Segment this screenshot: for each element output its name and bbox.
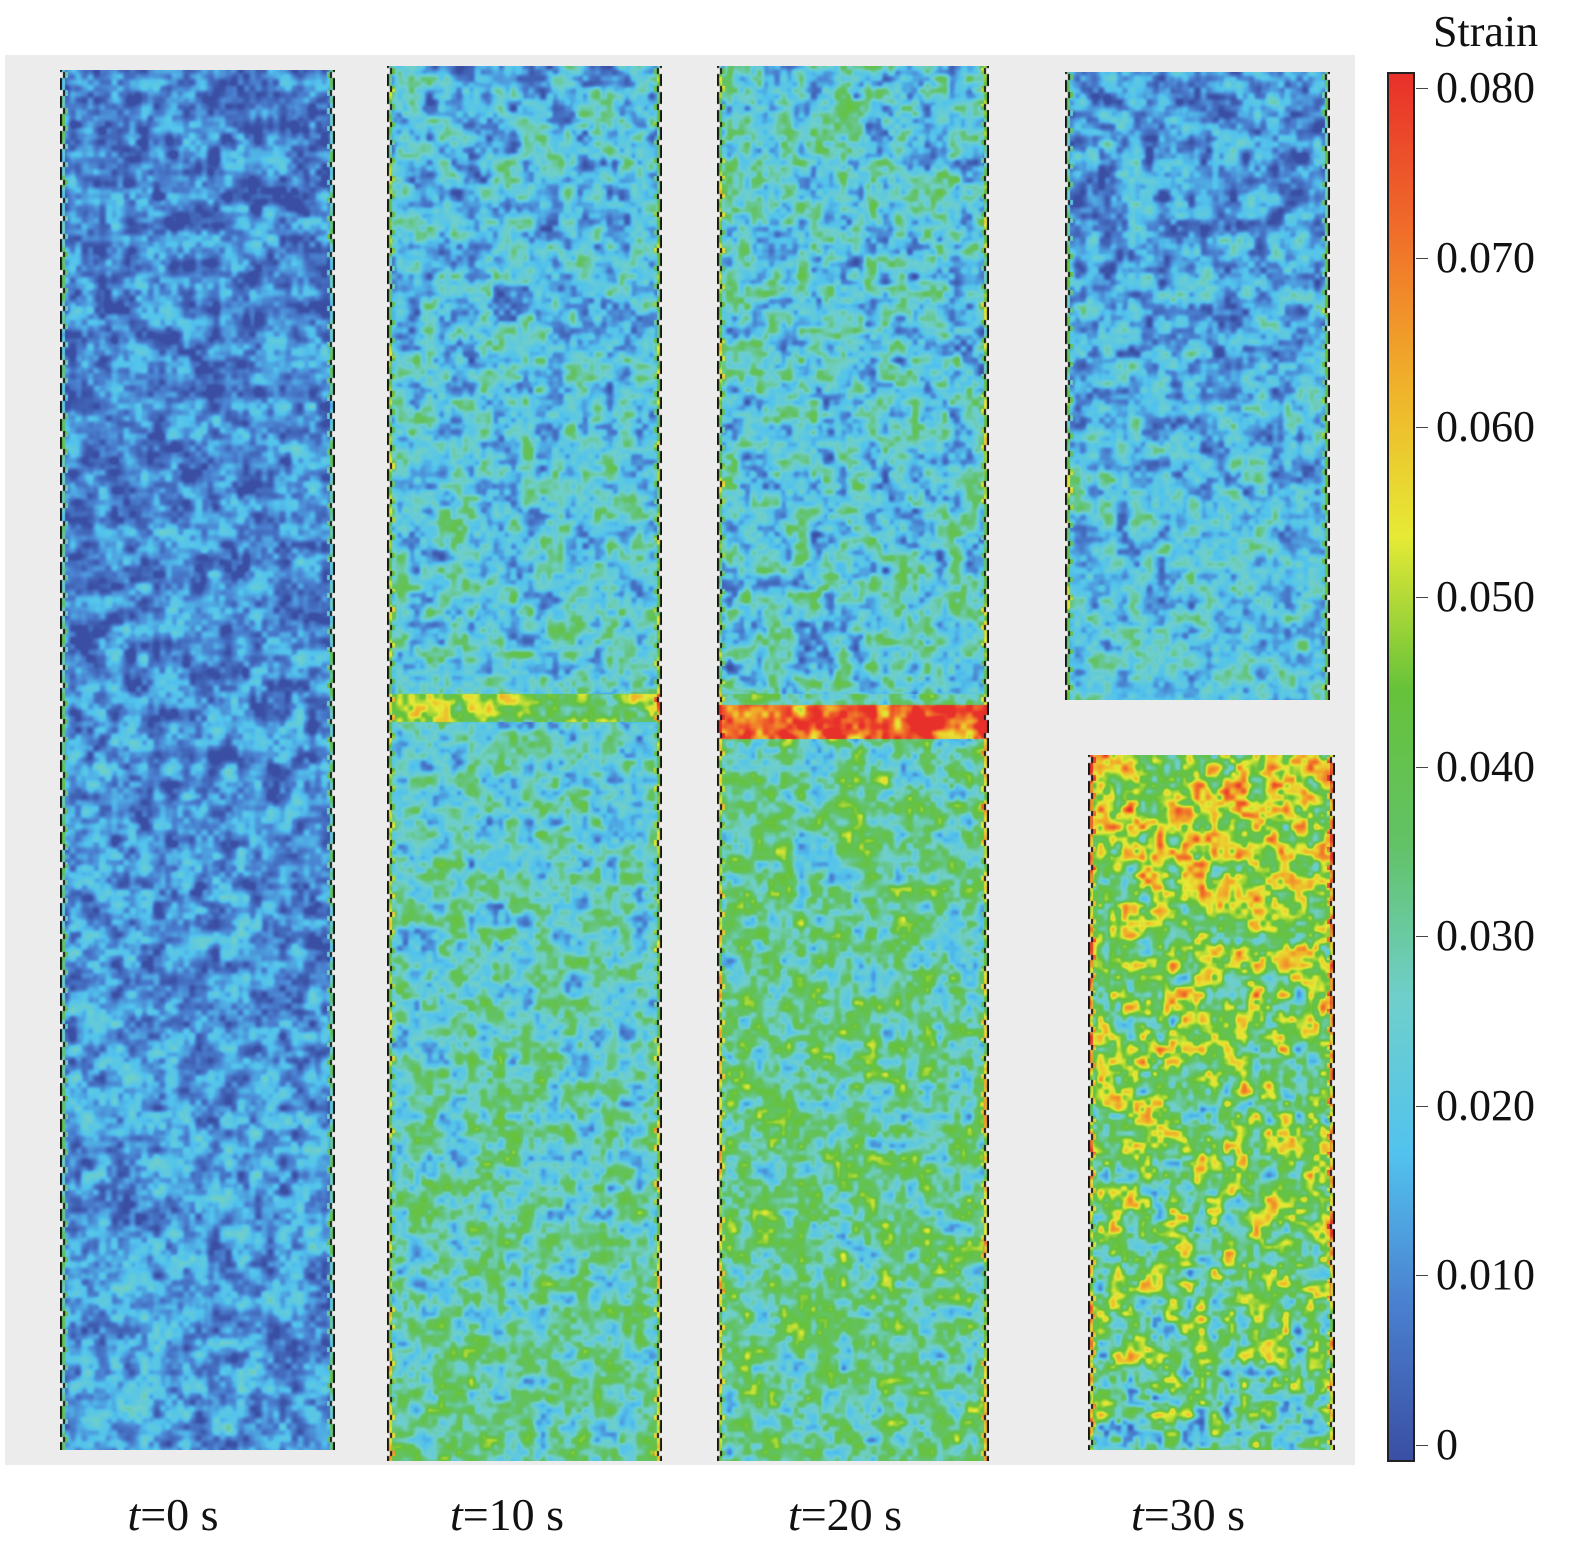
- strain-map-t30-upper: [1065, 72, 1330, 700]
- colorbar-tick-label: 0.020: [1436, 1080, 1535, 1130]
- colorbar-tick: [1416, 936, 1428, 938]
- colorbar-tick: [1416, 766, 1428, 768]
- colorbar-tick-label: 0.010: [1436, 1250, 1535, 1300]
- colorbar-tick-label: 0.080: [1436, 63, 1535, 112]
- panel-label-t30: t=30 s: [1130, 1489, 1246, 1540]
- colorbar-title: Strain: [1433, 7, 1539, 56]
- colorbar-tick: [1416, 88, 1428, 89]
- strain-map-t20: [717, 66, 989, 1461]
- colorbar-tick: [1416, 1105, 1428, 1107]
- colorbar-tick-label: 0.030: [1436, 911, 1535, 961]
- colorbar-tick: [1416, 257, 1428, 259]
- colorbar-tick-label: 0.060: [1436, 402, 1535, 452]
- colorbar-tick-label: 0.070: [1436, 232, 1535, 282]
- strain-map-t10: [387, 66, 662, 1461]
- colorbar-tick: [1416, 427, 1428, 429]
- colorbar-tick: [1416, 596, 1428, 598]
- panel-label-t10: t=10 s: [449, 1489, 565, 1540]
- colorbar-tick-label: 0.050: [1436, 571, 1535, 621]
- strain-map-t0: [60, 70, 335, 1450]
- colorbar: [1387, 72, 1415, 1462]
- colorbar-tick: [1416, 1275, 1428, 1277]
- colorbar-tick-label: 0: [1436, 1420, 1458, 1469]
- colorbar-tick: [1416, 1445, 1428, 1446]
- panel-label-t20: t=20 s: [787, 1489, 903, 1540]
- colorbar-tick-label: 0.040: [1436, 741, 1535, 791]
- panel-label-t0: t=0 s: [127, 1489, 219, 1540]
- strain-map-t30-lower: [1088, 755, 1335, 1450]
